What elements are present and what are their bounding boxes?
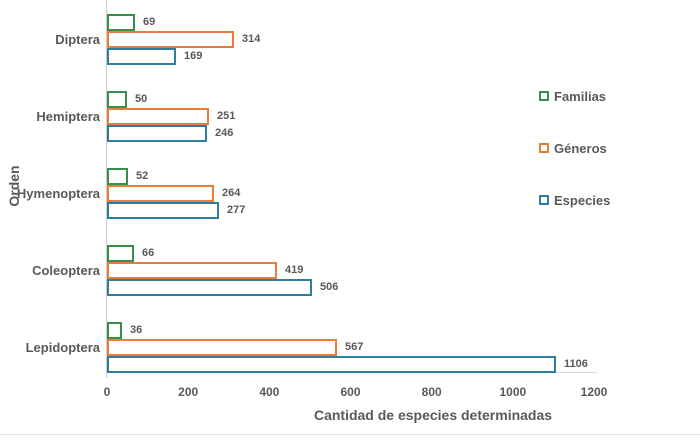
bar-familias-coleoptera bbox=[107, 245, 134, 262]
legend-item-especies: Especies bbox=[539, 192, 610, 208]
bar-familias-lepidoptera bbox=[107, 322, 122, 339]
bar-value-label: 69 bbox=[143, 16, 156, 28]
x-tick-label: 800 bbox=[421, 385, 442, 399]
bar-value-label: 246 bbox=[215, 127, 234, 139]
x-tick-label: 1000 bbox=[499, 385, 527, 399]
bar-value-label: 50 bbox=[135, 93, 148, 105]
bar-especies-coleoptera bbox=[107, 279, 312, 296]
bar-value-label: 277 bbox=[227, 204, 246, 216]
legend: Familias Géneros Especies bbox=[539, 88, 610, 244]
bar-generos-hemiptera bbox=[107, 108, 209, 125]
bar-value-label: 567 bbox=[345, 341, 364, 353]
category-label: Lepidoptera bbox=[25, 339, 100, 355]
x-tick-label: 600 bbox=[340, 385, 361, 399]
legend-swatch-icon bbox=[539, 91, 549, 101]
bar-value-label: 506 bbox=[320, 281, 339, 293]
bar-value-label: 66 bbox=[142, 247, 155, 259]
x-tick-label: 1200 bbox=[580, 385, 608, 399]
bar-value-label: 169 bbox=[184, 50, 203, 62]
legend-swatch-icon bbox=[539, 143, 549, 153]
bar-familias-diptera bbox=[107, 14, 135, 31]
category-label: Diptera bbox=[55, 31, 100, 47]
legend-swatch-icon bbox=[539, 195, 549, 205]
bar-value-label: 314 bbox=[242, 33, 261, 45]
bar-value-label: 419 bbox=[285, 264, 304, 276]
bar-especies-hymenoptera bbox=[107, 202, 219, 219]
category-label: Hymenoptera bbox=[16, 185, 100, 201]
bottom-divider-line bbox=[0, 434, 700, 435]
bar-especies-lepidoptera bbox=[107, 356, 556, 373]
bar-especies-diptera bbox=[107, 48, 176, 65]
bar-generos-hymenoptera bbox=[107, 185, 214, 202]
bar-generos-lepidoptera bbox=[107, 339, 337, 356]
bar-value-label: 52 bbox=[136, 170, 149, 182]
x-axis-title: Cantidad de especies determinadas bbox=[313, 407, 553, 423]
bar-value-label: 264 bbox=[222, 187, 241, 199]
x-tick-label: 400 bbox=[259, 385, 280, 399]
bar-value-label: 36 bbox=[130, 324, 143, 336]
bar-familias-hymenoptera bbox=[107, 168, 128, 185]
legend-label: Especies bbox=[554, 192, 611, 208]
bar-value-label: 251 bbox=[217, 110, 236, 122]
bar-generos-diptera bbox=[107, 31, 234, 48]
legend-item-familias: Familias bbox=[539, 88, 610, 104]
category-label: Hemiptera bbox=[36, 108, 100, 124]
x-tick-label: 0 bbox=[103, 385, 111, 399]
bar-especies-hemiptera bbox=[107, 125, 207, 142]
category-label: Coleoptera bbox=[32, 262, 100, 278]
x-tick-label: 200 bbox=[178, 385, 199, 399]
legend-item-generos: Géneros bbox=[539, 140, 610, 156]
bar-generos-coleoptera bbox=[107, 262, 277, 279]
legend-label: Géneros bbox=[554, 140, 607, 156]
legend-label: Familias bbox=[554, 88, 607, 104]
y-axis-line bbox=[106, 0, 107, 378]
bar-value-label: 1106 bbox=[564, 358, 588, 370]
bar-familias-hemiptera bbox=[107, 91, 127, 108]
